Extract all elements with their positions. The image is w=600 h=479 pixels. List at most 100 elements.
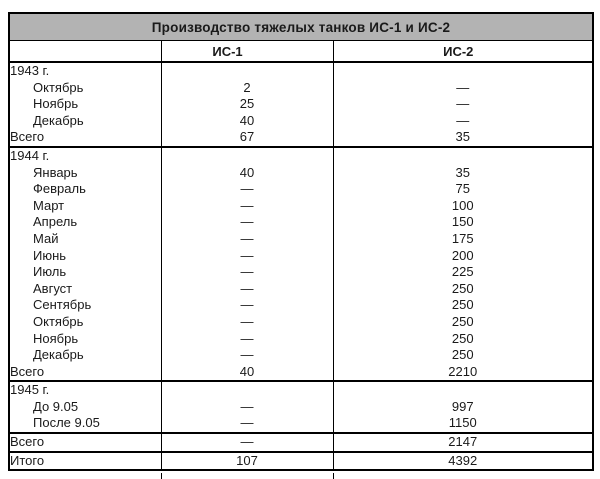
row-value-is2: 200	[332, 247, 594, 265]
row-label: Ноябрь	[33, 330, 79, 346]
row-label: Всего	[9, 129, 161, 148]
row-value-is2: 250	[332, 297, 594, 314]
row-label: Сентябрь	[33, 297, 92, 313]
row-value-is1: —	[160, 313, 333, 331]
row-value-is1: 107	[160, 451, 333, 471]
row-label: Декабрь	[33, 112, 84, 128]
row-value-is2: 175	[332, 230, 594, 248]
table-row: Октябрь 2 —	[9, 79, 594, 97]
row-label: 1944 г.	[10, 147, 50, 163]
row-value-is1: —	[160, 197, 333, 215]
table-row: 1943 г.	[9, 62, 594, 80]
row-label: Март	[33, 197, 65, 213]
row-label: Май	[33, 230, 59, 246]
row-label: Всего	[9, 363, 161, 383]
row-label: До 9.05	[33, 398, 79, 414]
table-row: Сентябрь — 250	[9, 297, 594, 314]
row-value-is2: 997	[332, 398, 594, 416]
table-row: Всего — 2147	[9, 433, 594, 453]
row-value-is2: 4392	[332, 451, 594, 471]
row-value-is1: —	[160, 181, 333, 198]
row-value-is1	[160, 62, 333, 80]
table-row: Август — 250	[9, 280, 594, 298]
row-value-is2: 150	[332, 214, 594, 231]
column-border-stub-right	[333, 473, 334, 479]
table-row: Итого 107 4392	[9, 451, 594, 471]
row-value-is1	[160, 146, 333, 165]
row-value-is2: —	[332, 96, 594, 113]
row-value-is1	[160, 381, 333, 399]
row-label: Ноябрь	[33, 96, 79, 112]
row-value-is2: 250	[332, 330, 594, 348]
column-header-empty	[9, 40, 161, 63]
row-value-is2	[332, 146, 594, 165]
row-label: Январь	[33, 164, 78, 180]
row-value-is1: 40	[160, 112, 333, 130]
row-value-is2	[332, 381, 594, 399]
row-value-is1: —	[160, 214, 333, 231]
row-value-is2: 2210	[332, 363, 594, 383]
row-value-is2: 75	[332, 181, 594, 198]
row-label: Февраль	[33, 181, 86, 197]
row-label: Июнь	[33, 247, 67, 263]
row-value-is1: —	[160, 297, 333, 314]
row-value-is1: 67	[160, 129, 333, 148]
row-value-is1: 2	[160, 79, 333, 97]
row-value-is2	[332, 62, 594, 80]
table-row: Июнь — 200	[9, 247, 594, 265]
table-row: Июль — 225	[9, 264, 594, 281]
column-header-is1: ИС-1	[160, 40, 333, 63]
table-row: Апрель — 150	[9, 214, 594, 231]
table-row: Март — 100	[9, 197, 594, 215]
production-table-container: Производство тяжелых танков ИС-1 и ИС-2 …	[8, 12, 595, 479]
row-value-is1: —	[160, 398, 333, 416]
table-title: Производство тяжелых танков ИС-1 и ИС-2	[9, 13, 594, 41]
row-value-is1: —	[160, 330, 333, 348]
row-label: Октябрь	[33, 79, 84, 95]
row-value-is2: 35	[332, 129, 594, 148]
column-header-is2: ИС-2	[332, 40, 594, 63]
row-value-is2: 250	[332, 280, 594, 298]
row-value-is1: 40	[160, 363, 333, 383]
table-row: Февраль — 75	[9, 181, 594, 198]
row-label: Апрель	[33, 214, 78, 230]
table-body: Производство тяжелых танков ИС-1 и ИС-2 …	[9, 13, 594, 471]
row-value-is1: 25	[160, 96, 333, 113]
table-row: До 9.05 — 997	[9, 398, 594, 416]
row-value-is2: 1150	[332, 415, 594, 435]
column-border-stub-left	[161, 473, 162, 479]
table-row: Ноябрь — 250	[9, 330, 594, 348]
row-value-is2: —	[332, 79, 594, 97]
row-label: Всего	[9, 433, 161, 453]
table-row: 1945 г.	[9, 381, 594, 399]
row-label: Итого	[10, 452, 45, 468]
table-row: Октябрь — 250	[9, 313, 594, 331]
row-label: 1943 г.	[10, 63, 50, 78]
row-value-is2: 100	[332, 197, 594, 215]
row-value-is2: 225	[332, 264, 594, 281]
table-row: Январь 40 35	[9, 164, 594, 182]
table-row: Всего 40 2210	[9, 363, 594, 383]
row-value-is2: 250	[332, 347, 594, 364]
production-table: Производство тяжелых танков ИС-1 и ИС-2 …	[8, 12, 595, 472]
row-label: Август	[33, 280, 73, 296]
table-row: Май — 175	[9, 230, 594, 248]
row-value-is2: —	[332, 112, 594, 130]
row-value-is1: —	[160, 264, 333, 281]
table-row: 1944 г.	[9, 146, 594, 165]
table-row: После 9.05 — 1150	[9, 415, 594, 435]
row-value-is1: —	[160, 415, 333, 435]
row-label: 1945 г.	[10, 382, 50, 398]
row-value-is1: —	[160, 347, 333, 364]
row-value-is1: —	[160, 433, 333, 453]
row-label: Декабрь	[33, 347, 84, 363]
table-row: Декабрь — 250	[9, 347, 594, 364]
row-label: После 9.05	[9, 415, 161, 435]
row-value-is1: —	[160, 230, 333, 248]
row-label: Июль	[33, 264, 67, 280]
table-row: Декабрь 40 —	[9, 112, 594, 130]
table-row: Всего 67 35	[9, 129, 594, 148]
row-value-is2: 2147	[332, 433, 594, 453]
row-value-is1: —	[160, 247, 333, 265]
row-value-is1: 40	[160, 164, 333, 182]
